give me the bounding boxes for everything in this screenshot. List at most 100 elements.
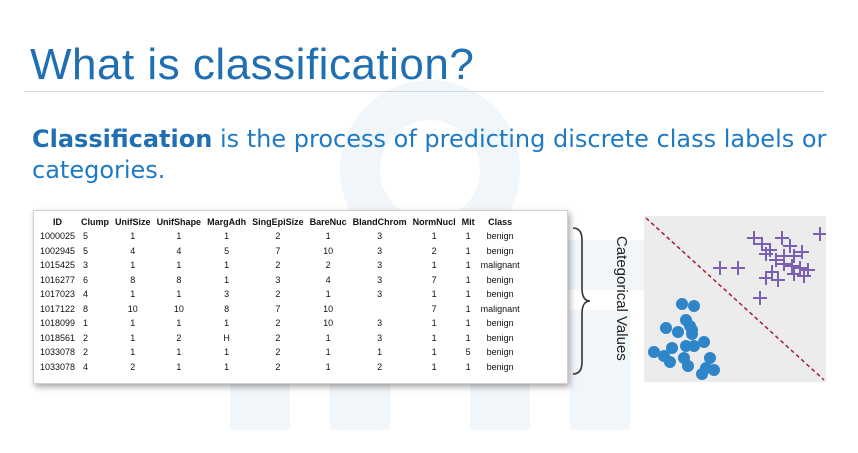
table-cell: 2 — [83, 347, 89, 358]
table-cell: 6 — [83, 274, 89, 285]
cross-marker — [759, 247, 773, 261]
cross-marker — [765, 265, 779, 279]
table-cell: 2 — [377, 361, 383, 372]
cross-marker — [795, 245, 809, 259]
table-cell: 2 — [275, 289, 281, 300]
table-cell: malignant — [480, 260, 520, 271]
table-row: 1033078 4 2 1 1 2 1 2 1 1 benign — [37, 360, 523, 375]
table-cell: 3 — [377, 289, 383, 300]
table-cell: 1018099 — [40, 318, 76, 329]
table-cell: 3 — [377, 332, 383, 343]
table-header-cell: UnifShape — [156, 217, 202, 227]
table-cell: 3 — [377, 274, 383, 285]
table-cell: 2 — [431, 245, 437, 256]
table-cell: 1 — [325, 332, 331, 343]
table-cell: 5 — [224, 245, 230, 256]
cross-marker — [755, 237, 769, 251]
decision-boundary — [645, 217, 825, 381]
dot-marker — [666, 342, 678, 354]
table-cell: 1 — [176, 260, 182, 271]
table-cell: 1 — [431, 332, 437, 343]
table-cell: 3 — [224, 289, 230, 300]
table-cell: 1 — [431, 347, 437, 358]
cross-marker — [787, 267, 801, 281]
table-cell: 1 — [431, 231, 437, 242]
table-cell: 1017023 — [40, 289, 76, 300]
table-cell: 2 — [83, 332, 89, 343]
cross-marker — [783, 239, 797, 253]
table-cell: 1 — [176, 318, 182, 329]
table-cell: 1015425 — [40, 260, 76, 271]
dot-marker — [686, 328, 698, 340]
table-cell: 1033078 — [40, 347, 76, 358]
table-cell: 4 — [325, 274, 331, 285]
class-crosses — [713, 227, 826, 305]
table-cell: malignant — [480, 303, 520, 314]
data-table-panel: ID Clump UnifSize UnifShape MargAdh SingEpiSi… — [33, 210, 568, 384]
cross-marker — [731, 261, 745, 275]
table-cell: 1017122 — [40, 303, 76, 314]
title-divider — [24, 91, 824, 92]
table-cell: 1 — [83, 318, 89, 329]
table-cell: 1 — [176, 361, 182, 372]
cross-marker — [753, 291, 767, 305]
table-cell: 10 — [323, 303, 334, 314]
slide-title: What is classification? — [30, 40, 475, 89]
table-cell: 1 — [325, 289, 331, 300]
table-cell: 1 — [224, 260, 230, 271]
table-header-row: ID Clump UnifSize UnifShape MargAdh SingEpiSi… — [37, 215, 523, 229]
cross-marker — [793, 261, 807, 275]
table-cell: 4 — [130, 245, 136, 256]
table-cell: 1 — [377, 347, 383, 358]
table-row: 1018561 2 1 2 H 2 1 3 1 1 benign — [37, 331, 523, 346]
table-cell: 1 — [465, 361, 471, 372]
table-row: 1017122 8 10 10 8 7 10 7 1 malignant — [37, 302, 523, 317]
table-cell: 8 — [130, 274, 136, 285]
table-row: 1033078 2 1 1 1 2 1 1 1 5 benign — [37, 345, 523, 360]
subtitle-bold: Classification — [32, 125, 213, 153]
dot-marker — [696, 368, 708, 380]
table-header-cell: ID — [53, 217, 63, 227]
cross-marker — [759, 271, 773, 285]
table-row: 1000025 5 1 1 1 2 1 3 1 1 benign — [37, 229, 523, 244]
classification-scatter-plot — [644, 216, 826, 382]
table-cell: 1 — [176, 289, 182, 300]
table-cell: 4 — [83, 361, 89, 372]
table-cell: benign — [486, 332, 514, 343]
table-header-cell: UnifSize — [115, 217, 151, 227]
table-cell: 1 — [224, 274, 230, 285]
table-cell: 1 — [130, 289, 136, 300]
dot-marker — [672, 326, 684, 338]
table-cell: 8 — [224, 303, 230, 314]
table-cell: 10 — [173, 303, 184, 314]
dot-marker — [676, 298, 688, 310]
table-cell: 1 — [130, 318, 136, 329]
table-cell: 1 — [130, 260, 136, 271]
table-cell: 10 — [323, 318, 334, 329]
table-cell: 1 — [176, 231, 182, 242]
table-cell: 1 — [465, 318, 471, 329]
table-cell: 2 — [275, 347, 281, 358]
table-cell: benign — [486, 289, 514, 300]
dot-marker — [664, 356, 676, 368]
table-cell: 1 — [224, 318, 230, 329]
table-cell: 1 — [130, 347, 136, 358]
table-row: 1015425 3 1 1 1 2 2 3 1 1 malignant — [37, 258, 523, 273]
table-cell: 5 — [83, 245, 89, 256]
table-cell: 1 — [431, 318, 437, 329]
table-cell: 2 — [275, 260, 281, 271]
table-cell: 1 — [224, 361, 230, 372]
cross-marker — [813, 227, 826, 241]
table-cell: benign — [486, 231, 514, 242]
table-cell: 3 — [377, 318, 383, 329]
table-cell: 10 — [127, 303, 138, 314]
table-cell: 2 — [275, 231, 281, 242]
class-dots — [648, 298, 720, 380]
table-cell: 2 — [275, 318, 281, 329]
table-cell: benign — [486, 318, 514, 329]
cross-marker — [785, 259, 799, 273]
curly-brace-icon — [572, 227, 591, 375]
table-header-cell: NormNucl — [412, 217, 456, 227]
table-cell: 1 — [465, 245, 471, 256]
dot-marker — [688, 340, 700, 352]
